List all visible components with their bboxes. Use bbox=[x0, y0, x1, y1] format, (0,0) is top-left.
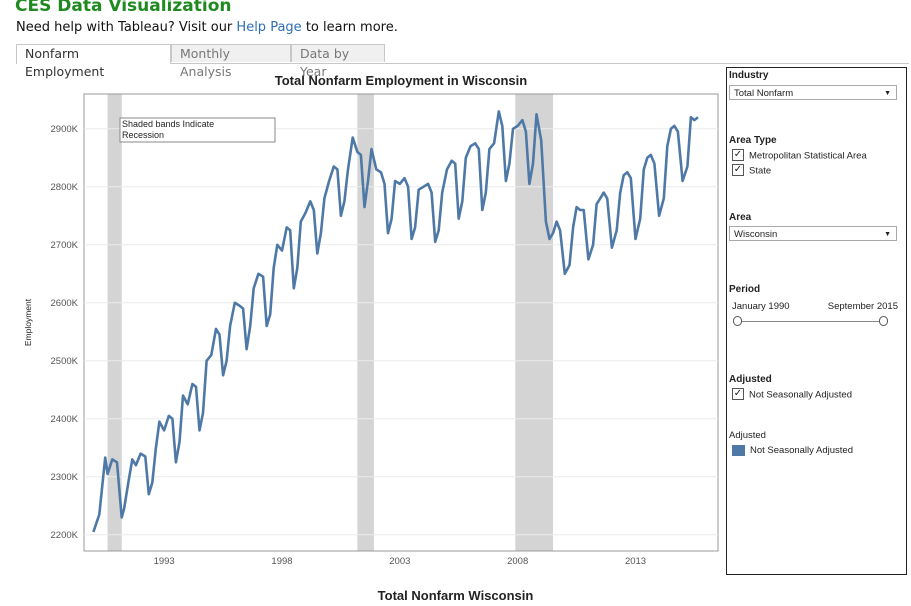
x-tick-label: 2008 bbox=[507, 556, 528, 567]
help-suffix: to learn more. bbox=[305, 20, 398, 35]
checkbox-checked-icon: ✓ bbox=[732, 388, 744, 400]
y-tick-label: 2600K bbox=[51, 298, 79, 309]
x-tick-label: 1993 bbox=[154, 556, 175, 567]
x-tick-label: 1998 bbox=[271, 556, 292, 567]
checkbox-label: State bbox=[749, 165, 772, 177]
period-end-handle[interactable] bbox=[879, 316, 888, 326]
checkbox-label: Metropolitan Statistical Area bbox=[749, 150, 867, 162]
filter-panel: Industry Total Nonfarm ▼ Area Type ✓ Metr… bbox=[726, 67, 907, 575]
series-line bbox=[92, 110, 699, 533]
legend-title: Adjusted bbox=[729, 430, 766, 441]
area-label: Area bbox=[729, 212, 752, 223]
checkbox-metropolitan[interactable]: ✓ Metropolitan Statistical Area bbox=[732, 149, 867, 162]
chart-title: Total Nonfarm Employment in Wisconsin bbox=[274, 73, 528, 88]
footer-title: Total Nonfarm Wisconsin bbox=[377, 588, 534, 603]
y-tick-label: 2400K bbox=[51, 414, 79, 425]
recession-band bbox=[107, 94, 122, 551]
checkbox-checked-icon: ✓ bbox=[732, 149, 744, 161]
period-end: September 2015 bbox=[827, 301, 898, 312]
y-tick-label: 2700K bbox=[51, 240, 79, 251]
industry-value: Total Nonfarm bbox=[734, 88, 794, 99]
period-start-handle[interactable] bbox=[733, 316, 742, 326]
chevron-down-icon: ▼ bbox=[884, 231, 891, 238]
industry-label: Industry bbox=[729, 70, 769, 81]
page-title: CES Data Visualization bbox=[15, 0, 232, 16]
y-tick-label: 2300K bbox=[51, 472, 79, 483]
period-start: January 1990 bbox=[732, 301, 790, 312]
annotation-box bbox=[119, 117, 276, 143]
area-type-label: Area Type bbox=[729, 135, 777, 146]
area-select[interactable]: Wisconsin ▼ bbox=[729, 226, 897, 241]
tab-data-by-year[interactable]: Data by Year bbox=[291, 44, 385, 79]
annotation-text: Recession bbox=[122, 130, 164, 140]
tab-nonfarm-employment[interactable]: Nonfarm Employment bbox=[16, 44, 171, 79]
recession-band bbox=[357, 94, 374, 551]
help-page-link[interactable]: Help Page bbox=[236, 20, 302, 35]
legend-item-label: Not Seasonally Adjusted bbox=[750, 445, 853, 456]
plot-area bbox=[83, 93, 719, 552]
checkbox-checked-icon: ✓ bbox=[732, 164, 744, 176]
y-tick-label: 2900K bbox=[51, 124, 79, 135]
checkbox-label: Not Seasonally Adjusted bbox=[749, 389, 852, 401]
line-chart: 2200K 2300K 2400K 2500K 2600K 2700K 2800K 2900K… bbox=[23, 93, 719, 567]
annotation-text: Shaded bands Indicate bbox=[122, 119, 214, 129]
x-tick-label: 2013 bbox=[625, 556, 646, 567]
checkbox-not-seasonally-adjusted[interactable]: ✓ Not Seasonally Adjusted bbox=[732, 388, 852, 401]
y-axis-label: Employment bbox=[23, 298, 33, 346]
y-tick-label: 2800K bbox=[51, 182, 79, 193]
area-value: Wisconsin bbox=[734, 229, 778, 240]
legend-swatch bbox=[732, 445, 745, 456]
industry-select[interactable]: Total Nonfarm ▼ bbox=[729, 85, 897, 100]
checkbox-state[interactable]: ✓ State bbox=[732, 164, 772, 177]
period-label: Period bbox=[729, 284, 761, 295]
x-tick-label: 2003 bbox=[389, 556, 410, 567]
recession-band bbox=[515, 94, 554, 551]
help-line: Need help with Tableau? Visit our Help P… bbox=[16, 20, 398, 35]
y-tick-label: 2200K bbox=[51, 530, 79, 541]
help-prefix: Need help with Tableau? Visit our bbox=[16, 20, 233, 35]
chevron-down-icon: ▼ bbox=[884, 90, 891, 97]
period-slider-track[interactable] bbox=[737, 321, 883, 322]
tab-bar: Nonfarm Employment Monthly Analysis Data… bbox=[16, 44, 909, 79]
tab-monthly-analysis[interactable]: Monthly Analysis bbox=[171, 44, 291, 79]
y-tick-label: 2500K bbox=[51, 356, 79, 367]
adjusted-label: Adjusted bbox=[729, 374, 772, 385]
